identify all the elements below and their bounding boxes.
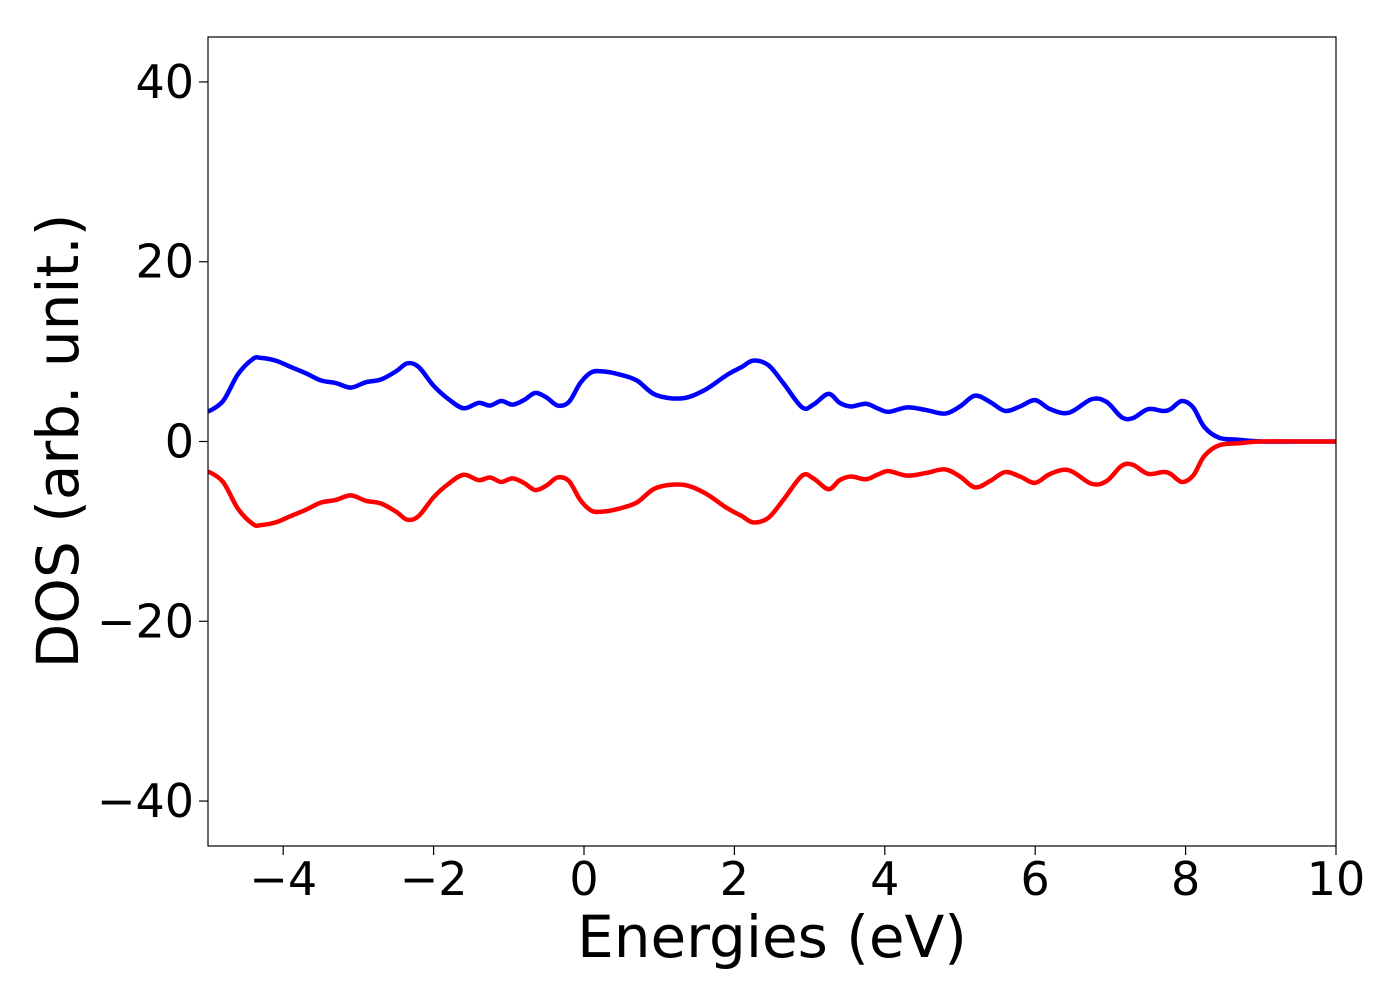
y-axis: −40 −20 0 20 40	[97, 55, 208, 828]
y-tick-label: 20	[135, 235, 194, 289]
plot-frame	[207, 36, 1337, 847]
x-tick-label: 10	[1307, 852, 1366, 906]
dos-down-line	[208, 439, 1336, 529]
plot-series	[208, 354, 1336, 529]
x-tick-label: 2	[720, 852, 749, 906]
y-tick-label: 0	[165, 415, 194, 469]
x-axis: −4 −2 0 2 4 6 8 10	[249, 846, 1365, 906]
x-tick-label: −4	[249, 852, 317, 906]
y-axis-label: DOS (arb. unit.)	[24, 214, 92, 669]
x-tick-label: −2	[400, 852, 468, 906]
y-tick-label: −20	[97, 594, 194, 648]
dos-up-line	[208, 354, 1336, 444]
y-tick-label: −40	[97, 774, 194, 828]
x-tick-label: 4	[870, 852, 899, 906]
x-axis-label: Energies (eV)	[577, 903, 967, 971]
x-tick-label: 6	[1021, 852, 1050, 906]
x-tick-label: 0	[569, 852, 598, 906]
y-tick-label: 40	[135, 55, 194, 109]
x-tick-label: 8	[1171, 852, 1200, 906]
